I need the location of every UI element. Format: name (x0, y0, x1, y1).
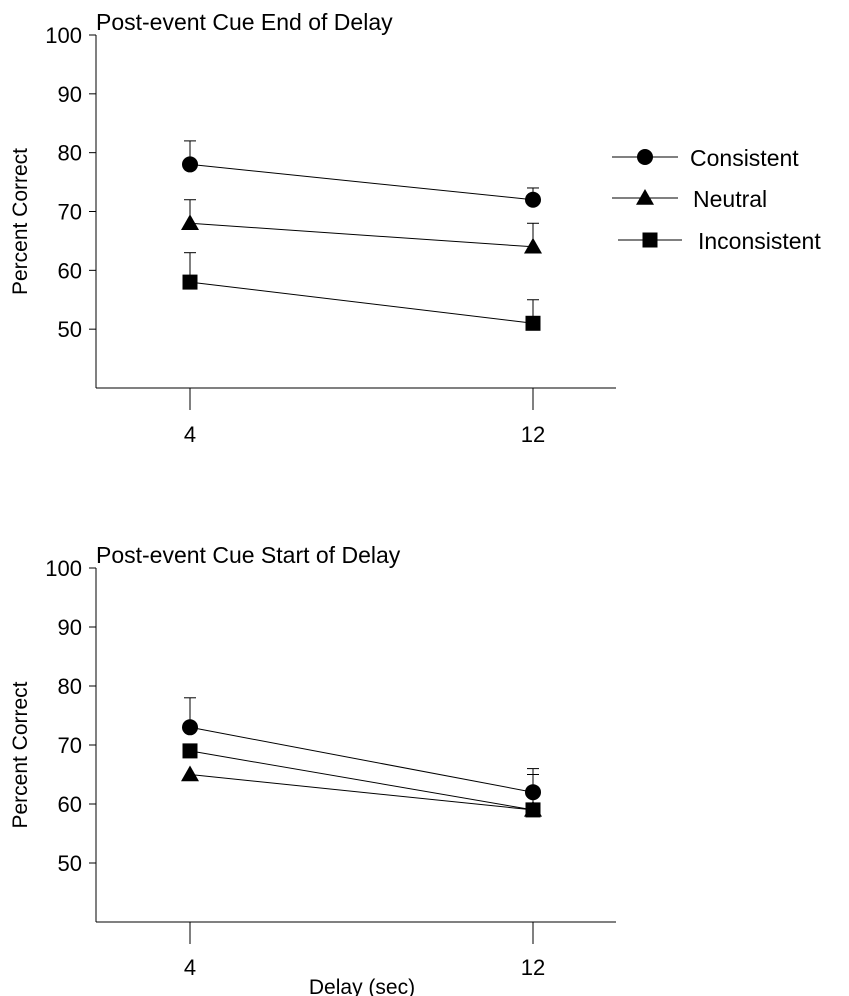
y-axis-label: Percent Correct (9, 148, 32, 295)
legend-item-neutral: Neutral (612, 186, 767, 212)
series-line (189, 726, 534, 793)
series-inconsistent (182, 252, 541, 331)
legend-marker-square (642, 232, 658, 248)
series-line (189, 750, 534, 811)
x-tick-label: 12 (521, 422, 545, 447)
series-neutral (181, 199, 542, 254)
data-point-square (182, 274, 198, 290)
y-tick-label: 100 (45, 23, 82, 48)
y-tick-label: 60 (58, 792, 82, 817)
y-tick-label: 80 (58, 141, 82, 166)
x-tick-label: 12 (521, 955, 545, 980)
legend-item-inconsistent: Inconsistent (618, 228, 821, 254)
chart-title: Post-event Cue End of Delay (96, 9, 393, 35)
legend-item-consistent: Consistent (612, 145, 799, 171)
y-tick-label: 70 (58, 200, 82, 225)
series-line (189, 222, 534, 248)
data-point-circle (525, 191, 541, 208)
x-tick-label: 4 (184, 422, 196, 447)
data-point-triangle (181, 765, 199, 782)
y-tick-label: 100 (45, 556, 82, 581)
x-tick-label: 4 (184, 955, 196, 980)
series-consistent (182, 140, 541, 208)
y-axis-label: Percent Correct (9, 681, 32, 828)
y-tick-label: 90 (58, 82, 82, 107)
data-point-square (525, 315, 541, 331)
legend-marker-circle (637, 149, 653, 165)
data-point-square (182, 743, 198, 759)
y-tick-label: 90 (58, 615, 82, 640)
y-tick-label: 70 (58, 733, 82, 758)
series-line (189, 163, 534, 201)
data-point-square (525, 802, 541, 818)
legend-label: Inconsistent (698, 228, 821, 254)
legend-marker-triangle (636, 189, 654, 205)
series-line (189, 774, 534, 811)
chart-panel-end-of-delay: Post-event Cue End of Delay 50 60 70 80 90 100… (9, 9, 616, 447)
data-point-circle (182, 719, 198, 736)
legend-label: Consistent (690, 145, 799, 171)
chart-panel-start-of-delay: Post-event Cue Start of Delay 50 60 70 80 90 1… (9, 542, 616, 996)
chart-title: Post-event Cue Start of Delay (96, 542, 401, 568)
y-tick-label: 60 (58, 258, 82, 283)
x-axis-label: Delay (sec) (309, 976, 415, 996)
series-consistent (182, 697, 541, 801)
data-point-triangle (181, 214, 199, 231)
series-neutral (181, 765, 542, 817)
y-tick-label: 80 (58, 674, 82, 699)
series-inconsistent (182, 743, 541, 818)
data-point-triangle (524, 237, 542, 254)
series-line (189, 281, 534, 324)
data-point-circle (182, 156, 198, 173)
y-tick-label: 50 (58, 317, 82, 342)
legend-label: Neutral (693, 186, 767, 212)
y-tick-label: 50 (58, 851, 82, 876)
legend: Consistent Neutral Inconsistent (612, 145, 821, 254)
